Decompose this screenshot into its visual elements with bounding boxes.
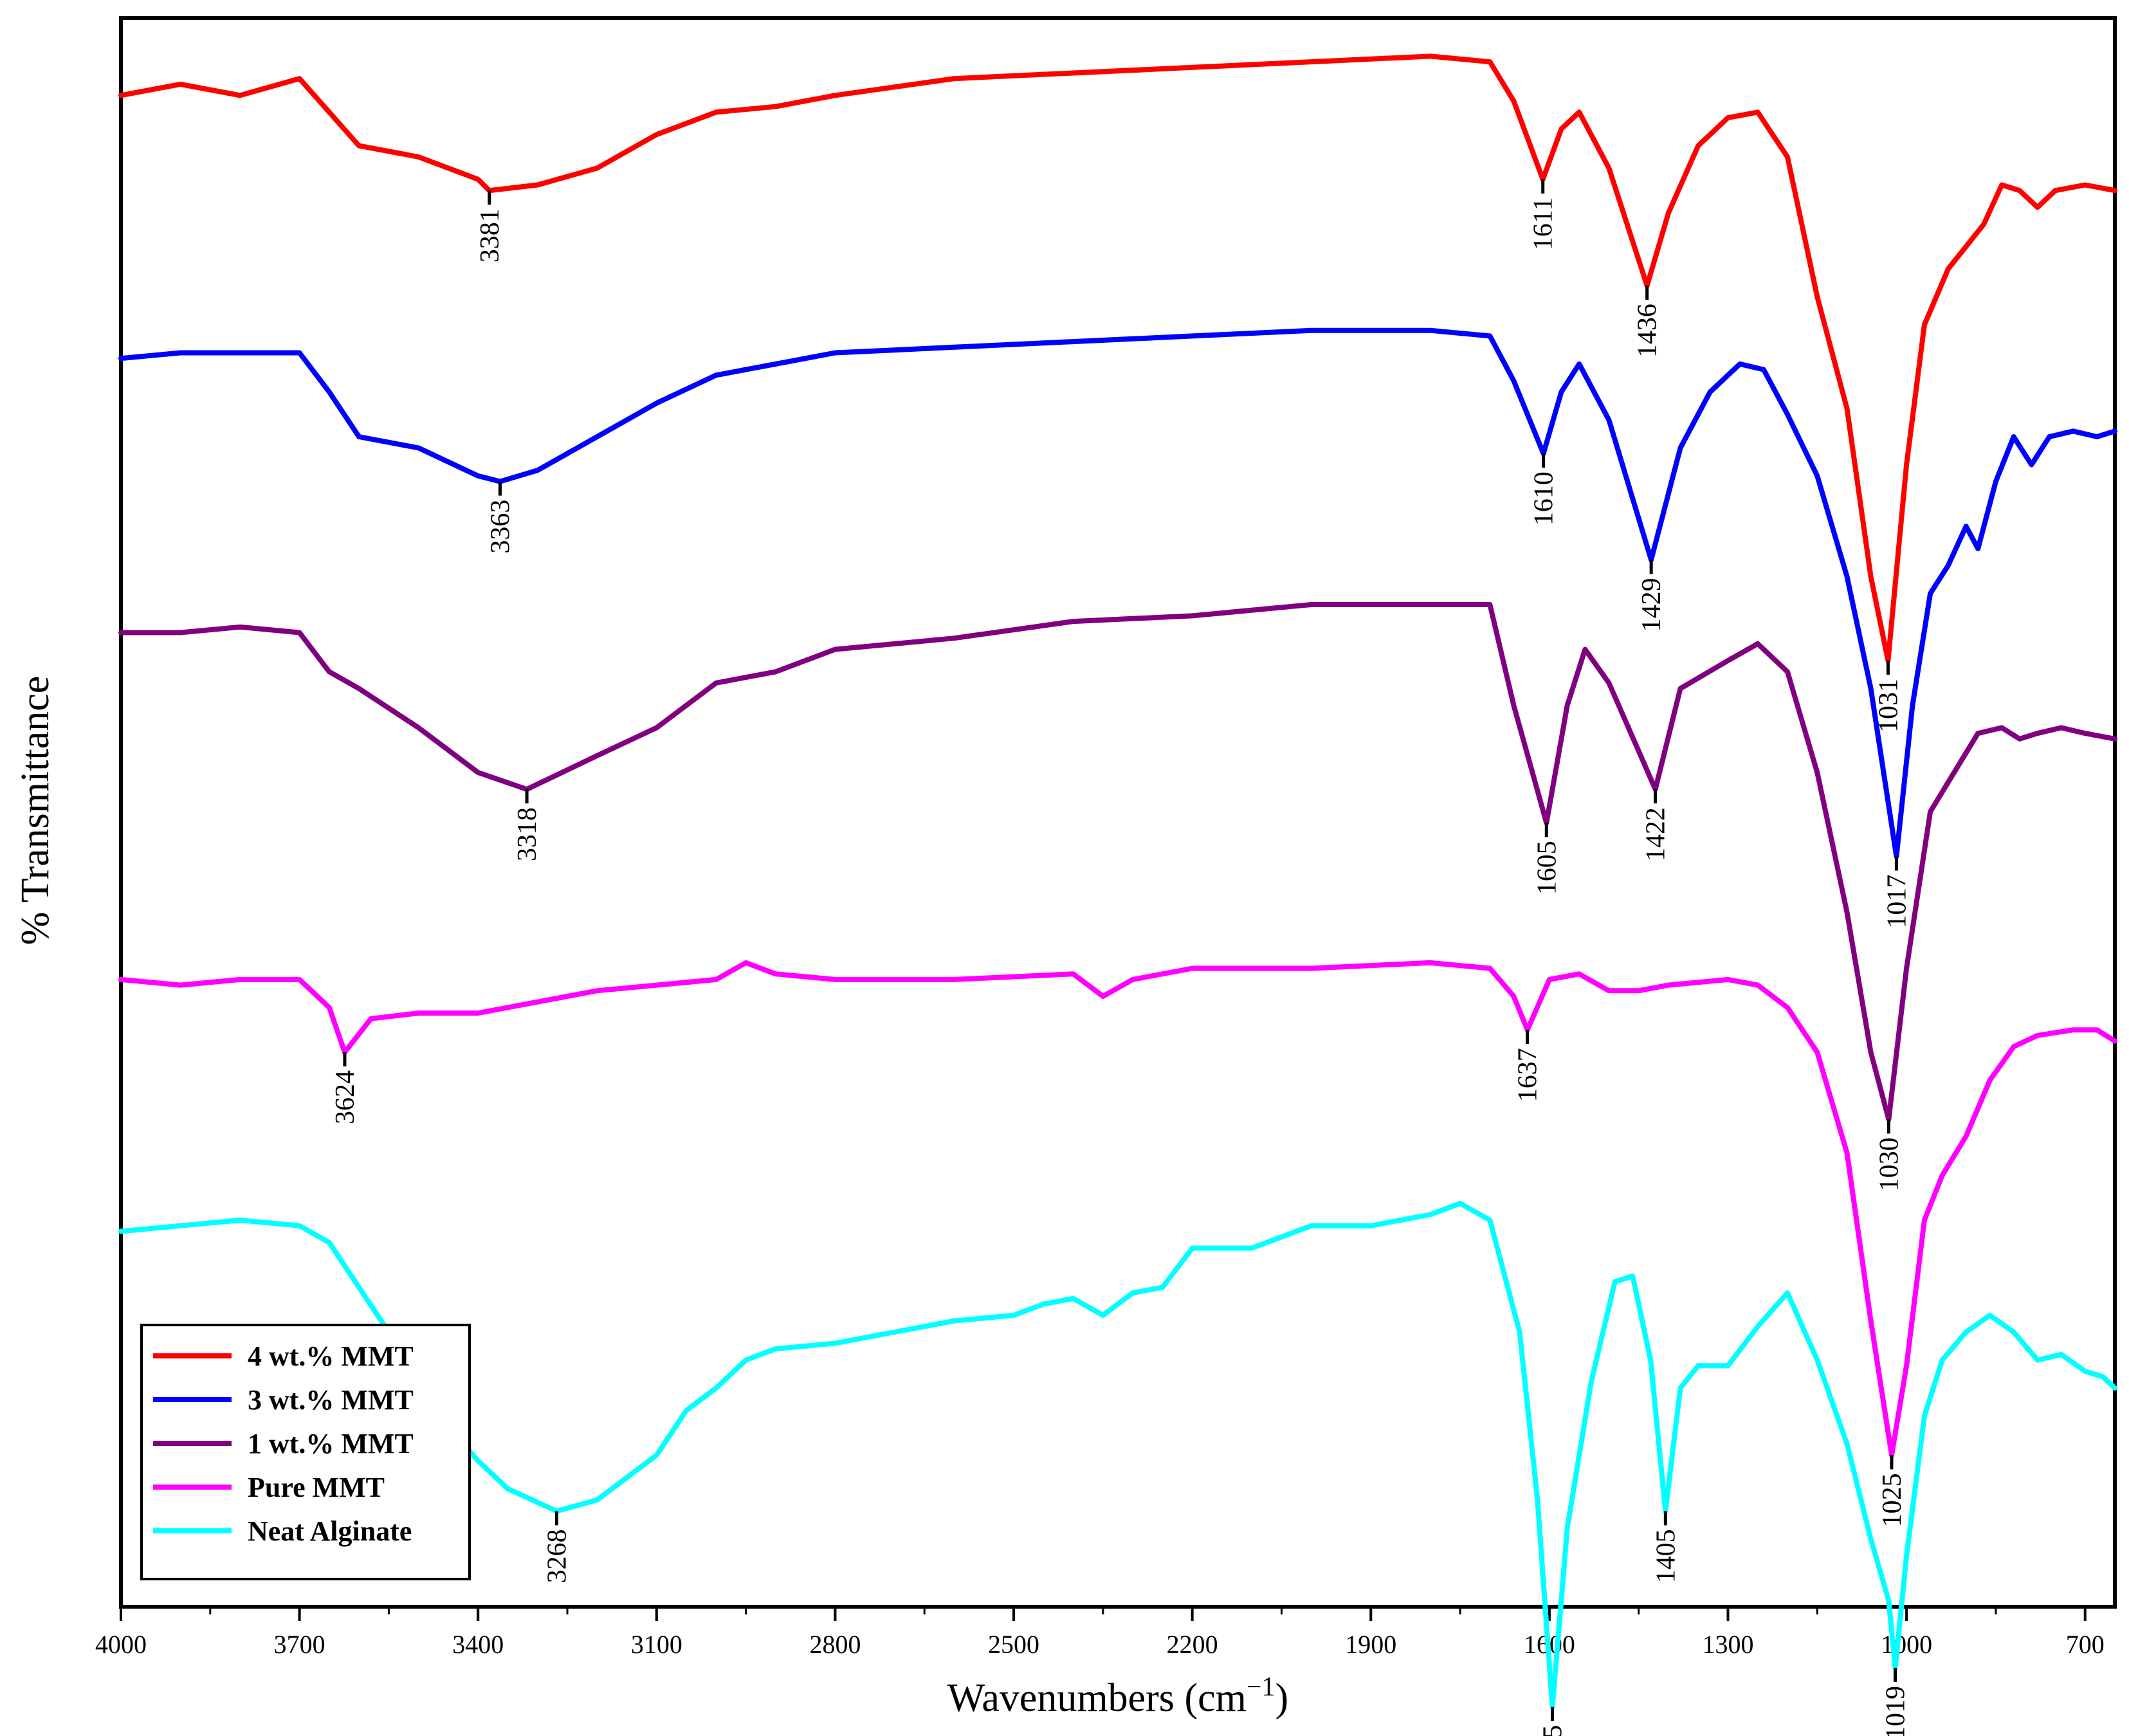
peak-label: 1019 [1881,1686,1911,1736]
x-axis-title-sup: −1 [1247,1672,1275,1702]
peak-label: 3318 [513,807,542,861]
y-axis-title: % Transmittance [14,676,57,945]
x-tick-label: 700 [2066,1630,2105,1659]
series-line-1 [118,327,2117,859]
series-line-2 [118,602,2117,1122]
x-tick-label: 3400 [452,1630,504,1659]
x-axis-ticks: 4000 3700 3400 3100 2800 2500 2200 1900 1600 1300… [95,1607,2105,1659]
legend-label-neat-alginate: Neat Alginate [248,1515,412,1547]
peak-label: 1611 [1529,197,1558,250]
legend: 4 wt.% MMT 3 wt.% MMT 1 wt.% MMT Pure MM… [140,1324,471,1580]
x-tick-label: 1300 [1703,1630,1754,1659]
x-axis-title: Wavenumbers (cm−1) [947,1672,1288,1720]
legend-label-3wt: 3 wt.% MMT [248,1384,414,1416]
x-axis-title-main: Wavenumbers (cm [947,1676,1247,1720]
x-axis-title-close: ) [1275,1676,1289,1720]
x-tick-label: 2800 [809,1630,861,1659]
peak-label: 1025 [1878,1473,1907,1527]
peak-label: 3381 [475,208,505,262]
legend-label-1wt: 1 wt.% MMT [248,1428,414,1459]
series-line-4 [118,1200,2117,1710]
legend-label-pure-mmt: Pure MMT [248,1472,385,1503]
series-line-0 [118,53,2117,663]
x-tick-label: 1000 [1881,1630,1932,1659]
legend-box [140,1324,471,1580]
x-tick-label: 3100 [631,1630,682,1659]
peak-label: 1436 [1633,304,1663,358]
peak-label: 1031 [1874,679,1903,733]
x-tick-label: 2200 [1167,1630,1218,1659]
series-layer [118,53,2117,1710]
peak-label: 3268 [542,1529,572,1583]
peak-label: 1610 [1530,471,1559,525]
peak-labels: 3381 1611 1436 1031 3363 1610 1429 1017 3318 1605… [331,179,1912,1736]
peak-label: 1595 [1539,1725,1568,1736]
peak-label: 3624 [331,1070,360,1124]
peak-label: 3363 [486,500,515,554]
series-line-3 [118,960,2117,1458]
peak-label: 1637 [1513,1048,1543,1102]
peak-label: 1030 [1874,1137,1904,1191]
x-tick-label: 3700 [274,1630,325,1659]
x-tick-label: 2500 [988,1630,1039,1659]
peak-label: 1422 [1641,807,1671,861]
peak-label: 1429 [1637,578,1667,632]
peak-label: 1405 [1651,1529,1681,1583]
x-tick-label: 4000 [95,1630,147,1659]
legend-label-4wt: 4 wt.% MMT [248,1340,414,1372]
peak-label: 1017 [1882,875,1912,929]
x-tick-label: 1900 [1345,1630,1396,1659]
peak-label: 1605 [1532,841,1562,895]
plot-frame [119,16,2117,1609]
